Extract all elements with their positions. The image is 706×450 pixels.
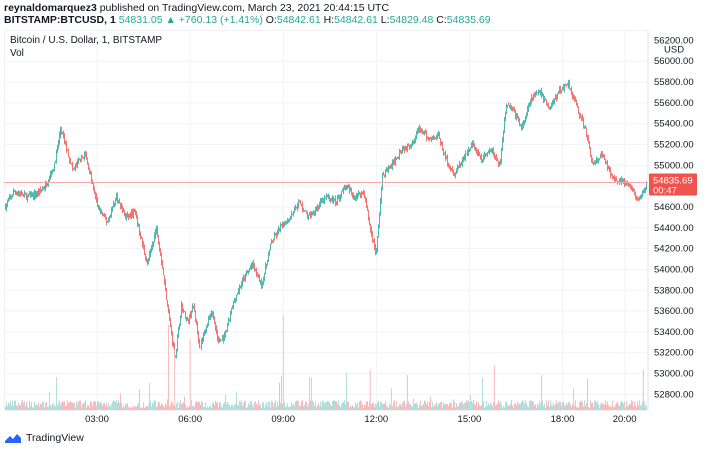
x-tick-label: 20:00	[613, 414, 637, 425]
footer: TradingView	[4, 430, 84, 446]
close-value: 54835.69	[446, 14, 491, 26]
y-tick-label: 55400.00	[654, 119, 694, 130]
y-tick-label: 53800.00	[654, 285, 694, 296]
x-tick-label: 09:00	[271, 414, 295, 425]
y-tick-label: 55200.00	[654, 140, 694, 151]
y-tick-label: 55000.00	[654, 160, 694, 171]
chart-area[interactable]: 56000.00 55800.00 55600.00 55400.00 55200.00…	[4, 30, 700, 426]
tradingview-logo-icon	[5, 433, 21, 443]
publish-line: reynaldomarquez3 published on TradingVie…	[4, 2, 389, 14]
change-arrow-icon: ▲	[165, 14, 176, 26]
x-tick-label: 06:00	[178, 414, 202, 425]
y-tick-label: 55800.00	[654, 77, 694, 88]
y-tick-label: 52800.00	[654, 389, 694, 400]
y-tick-label: 54200.00	[654, 244, 694, 255]
y-tick-label: 54600.00	[654, 202, 694, 213]
price-chart[interactable]: 56000.00 55800.00 55600.00 55400.00 55200.00…	[4, 30, 700, 426]
chart-legend: Bitcoin / U.S. Dollar, 1, BITSTAMP Vol	[10, 34, 162, 60]
x-tick-label: 15:00	[458, 414, 482, 425]
y-tick-label: 55600.00	[654, 98, 694, 109]
y-tick-label: 54000.00	[654, 264, 694, 275]
x-tick-label: 18:00	[551, 414, 575, 425]
price-tag-value: 54835.69	[653, 175, 693, 186]
legend-title: Bitcoin / U.S. Dollar, 1, BITSTAMP	[10, 35, 163, 46]
author-name[interactable]: reynaldomarquez3	[4, 2, 97, 14]
y-tick-label: 53000.00	[654, 369, 694, 380]
close-label: C:	[436, 14, 447, 26]
price-tag	[649, 173, 697, 196]
low-label: L:	[380, 14, 390, 26]
open-label: O:	[265, 14, 277, 26]
y-tick-label-top: 56200.00	[654, 35, 694, 46]
low-value: 54829.48	[389, 14, 434, 26]
y-tick-label: 53400.00	[654, 327, 694, 338]
currency-label: USD	[664, 44, 684, 55]
legend-volume: Vol	[10, 48, 24, 59]
chart-header: reynaldomarquez3 published on TradingVie…	[0, 0, 706, 30]
y-tick-label: 54400.00	[654, 223, 694, 234]
published-text: published on TradingView.com, March 23, …	[99, 2, 390, 14]
high-value: 54842.61	[334, 14, 378, 26]
y-tick-label: 56000.00	[654, 56, 694, 67]
open-value: 54842.61	[276, 14, 321, 26]
change-value: +760.13 (+1.41%)	[178, 14, 263, 26]
ohlc-line: BITSTAMP:BTCUSD, 1 54831.05 ▲ +760.13 (+…	[4, 14, 491, 26]
x-tick-label: 12:00	[364, 414, 388, 425]
last-price: 54831.05	[118, 14, 163, 26]
y-tick-label: 53600.00	[654, 306, 694, 317]
x-tick-label: 03:00	[85, 414, 109, 425]
y-tick-label: 53200.00	[654, 348, 694, 359]
price-tag-countdown: 00:47	[653, 185, 677, 196]
brand-name[interactable]: TradingView	[26, 432, 84, 444]
symbol-label: BITSTAMP:BTCUSD, 1	[4, 14, 116, 26]
high-label: H:	[323, 14, 335, 26]
